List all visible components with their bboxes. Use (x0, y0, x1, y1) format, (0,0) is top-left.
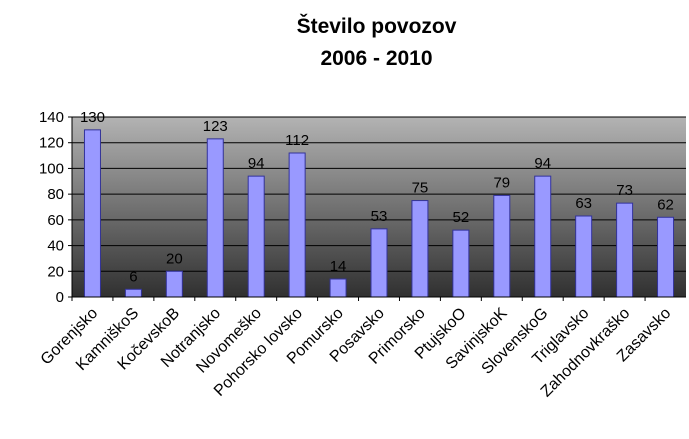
data-label: 62 (657, 196, 674, 213)
data-label: 94 (248, 155, 265, 172)
bar (616, 202, 634, 298)
data-label: 130 (80, 109, 105, 126)
data-label: 14 (330, 258, 347, 275)
data-label: 73 (616, 182, 633, 199)
data-label: 94 (534, 155, 551, 172)
bar (411, 200, 429, 298)
data-label: 79 (493, 174, 510, 191)
y-tick-label: 120 (39, 135, 64, 152)
bar (493, 194, 511, 298)
data-label: 6 (129, 268, 137, 285)
data-label: 53 (371, 208, 388, 225)
bar (534, 175, 552, 298)
data-label: 75 (412, 180, 429, 197)
bar (575, 215, 593, 298)
y-tick-label: 20 (47, 263, 64, 280)
data-label: 63 (575, 195, 592, 212)
y-tick-label: 100 (39, 160, 64, 177)
bar (657, 216, 675, 298)
bar (329, 278, 347, 298)
bar (206, 138, 224, 298)
bar (83, 129, 101, 298)
y-tick-label: 140 (39, 109, 64, 126)
chart-subtitle: 2006 - 2010 (320, 47, 433, 70)
bar (370, 228, 388, 298)
y-tick-label: 0 (56, 289, 64, 306)
bar (165, 270, 183, 298)
bar (452, 229, 470, 298)
bar (124, 288, 142, 298)
y-tick-label: 60 (47, 212, 64, 229)
data-label: 52 (453, 209, 470, 226)
data-label: 20 (166, 250, 183, 267)
y-tick-label: 40 (47, 238, 64, 255)
y-tick-label: 80 (47, 186, 64, 203)
chart-title: Število povozov (296, 15, 457, 38)
bar (247, 175, 265, 298)
data-label: 123 (203, 118, 228, 135)
bar (288, 152, 306, 298)
data-label: 112 (285, 132, 309, 149)
